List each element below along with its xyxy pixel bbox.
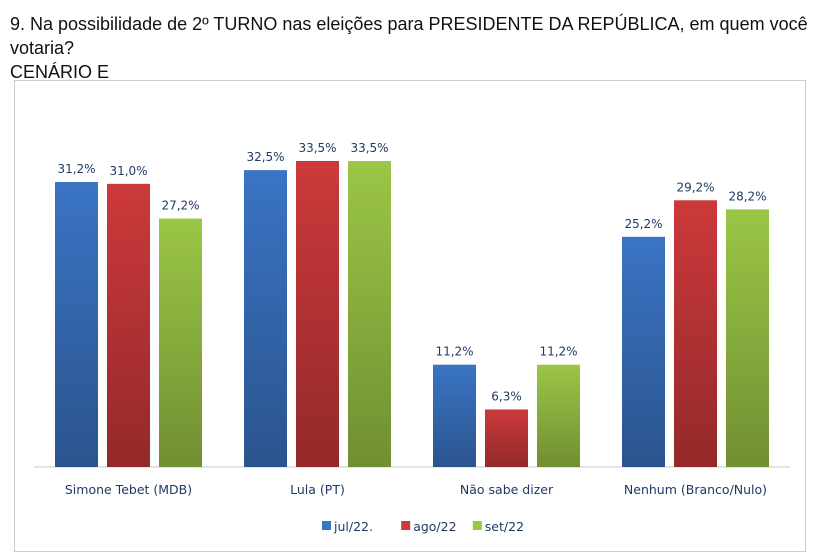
legend-swatch-jul (322, 521, 331, 530)
data-label-jul-3: 25,2% (624, 217, 662, 231)
data-label-jul-2: 11,2% (435, 345, 473, 359)
bar-set-3 (726, 209, 769, 468)
category-label-0: Simone Tebet (MDB) (65, 482, 192, 497)
legend-label-set: set/22 (485, 519, 524, 534)
data-label-ago-3: 29,2% (676, 180, 714, 194)
data-label-set-2: 11,2% (539, 345, 577, 359)
legend-label-jul: jul/22. (333, 519, 373, 534)
data-label-ago-0: 31,0% (109, 164, 147, 178)
bar-jul-3 (622, 236, 665, 467)
data-label-jul-1: 32,5% (246, 150, 284, 164)
bar-jul-2 (433, 364, 476, 467)
category-label-2: Não sabe dizer (460, 482, 554, 497)
data-label-ago-2: 6,3% (491, 389, 522, 403)
legend-swatch-ago (401, 521, 411, 530)
bar-set-2 (537, 364, 580, 467)
data-label-jul-0: 31,2% (57, 162, 95, 176)
legend-swatch-set (472, 521, 482, 530)
category-label-3: Nenhum (Branco/Nulo) (624, 482, 767, 497)
data-label-set-3: 28,2% (728, 189, 766, 203)
bar-ago-3 (674, 200, 717, 467)
bar-ago-0 (107, 183, 150, 467)
bar-ago-1 (296, 161, 339, 467)
data-label-set-1: 33,5% (350, 141, 388, 155)
chart-title: 9. Na possibilidade de 2º TURNO nas elei… (10, 12, 820, 84)
legend-label-ago: ago/22 (413, 519, 456, 534)
title-line-1: 9. Na possibilidade de 2º TURNO nas elei… (10, 14, 808, 58)
bar-jul-1 (244, 170, 287, 467)
bar-ago-2 (485, 409, 528, 467)
category-label-1: Lula (PT) (290, 482, 345, 497)
data-label-ago-1: 33,5% (298, 141, 336, 155)
title-line-2: CENÁRIO E (10, 62, 110, 82)
data-label-set-0: 27,2% (161, 199, 199, 213)
bar-set-0 (159, 218, 202, 467)
bar-jul-0 (55, 182, 98, 467)
bar-set-1 (348, 161, 391, 467)
